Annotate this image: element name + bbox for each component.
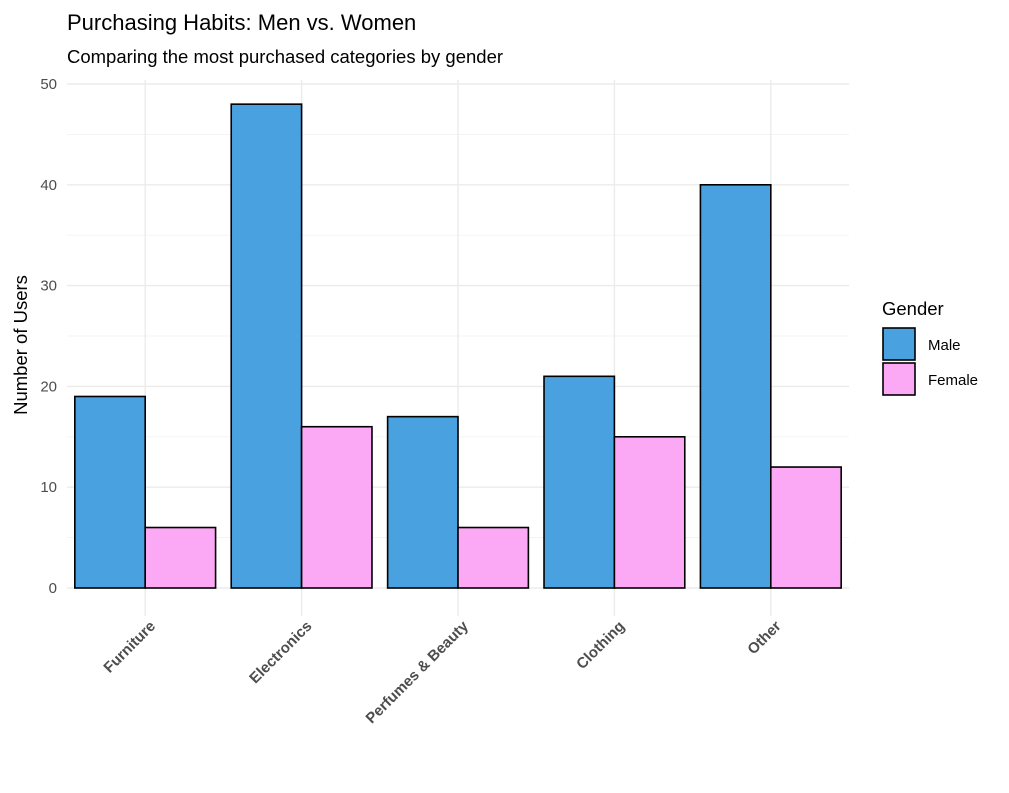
- y-tick-label: 40: [40, 177, 57, 194]
- chart-subtitle: Comparing the most purchased categories …: [67, 46, 503, 67]
- bar-male-clothing: [543, 375, 616, 589]
- chart-title: Purchasing Habits: Men vs. Women: [67, 10, 416, 35]
- legend-title: Gender: [882, 298, 944, 319]
- legend: Gender Male Female: [882, 298, 978, 396]
- bar-male-perfumes-beauty: [386, 415, 459, 589]
- bar-female-clothing: [613, 435, 686, 589]
- bars: [74, 103, 842, 589]
- bar-female-perfumes-beauty: [457, 526, 530, 589]
- x-tick-label: Clothing: [573, 618, 628, 673]
- y-tick-label: 20: [40, 378, 57, 395]
- x-tick-label: Furniture: [100, 618, 159, 677]
- x-tick-label: Perfumes & Beauty: [363, 617, 473, 727]
- legend-label-female: Female: [928, 372, 978, 389]
- x-tick-label: Other: [744, 618, 784, 658]
- y-tick-label: 50: [40, 76, 57, 93]
- legend-swatch-male: [882, 327, 916, 361]
- legend-swatch-female: [882, 362, 916, 396]
- bar-male-electronics: [230, 103, 303, 589]
- x-axis-ticks: Furniture Electronics Perfumes & Beauty Clo…: [100, 617, 784, 727]
- bar-female-other: [769, 466, 842, 589]
- bar-male-other: [699, 184, 772, 589]
- bar-male-furniture: [74, 395, 146, 589]
- bar-female-furniture: [144, 526, 217, 589]
- y-tick-label: 0: [49, 580, 57, 597]
- y-tick-label: 10: [40, 479, 57, 496]
- y-axis-ticks: 0 10 20 30 40 50: [40, 76, 57, 597]
- x-tick-label: Electronics: [246, 618, 315, 687]
- legend-label-male: Male: [928, 337, 961, 354]
- bar-female-electronics: [300, 425, 373, 589]
- y-axis-label: Number of Users: [10, 275, 31, 415]
- y-tick-label: 30: [40, 278, 57, 295]
